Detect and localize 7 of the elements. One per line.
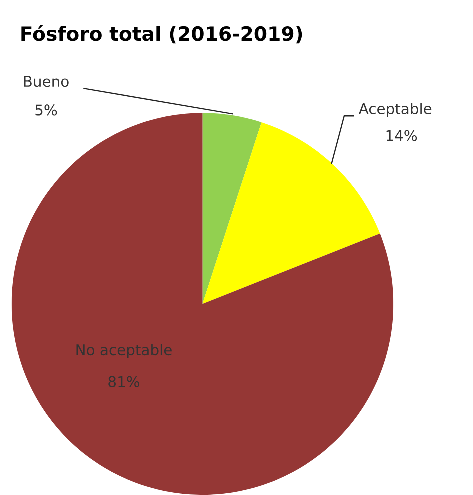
data-label: 5% (36, 104, 57, 116)
slice-label: Bueno (24, 76, 69, 88)
data-label: 14% (386, 130, 417, 142)
data-label: 81% (108, 376, 140, 388)
chart-title: Fósforo total (2016-2019) (22, 25, 302, 44)
slice-label: No aceptable (76, 344, 172, 358)
slice-label: Aceptable (358, 103, 432, 118)
